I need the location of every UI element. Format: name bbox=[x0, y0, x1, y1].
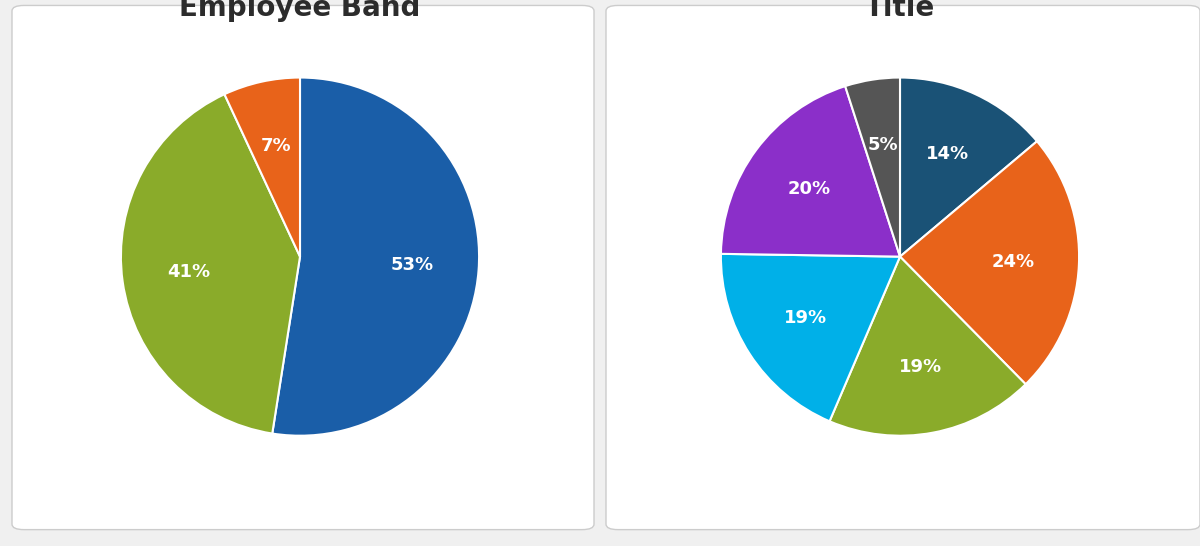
Text: 41%: 41% bbox=[167, 263, 210, 281]
Wedge shape bbox=[721, 254, 900, 422]
Text: 14%: 14% bbox=[926, 145, 970, 163]
Title: Title: Title bbox=[865, 0, 935, 22]
Text: 20%: 20% bbox=[787, 181, 830, 198]
Wedge shape bbox=[829, 257, 1026, 436]
Text: 24%: 24% bbox=[991, 253, 1034, 271]
Wedge shape bbox=[721, 86, 900, 257]
Text: 19%: 19% bbox=[899, 359, 942, 377]
Text: 7%: 7% bbox=[260, 138, 290, 156]
Wedge shape bbox=[900, 78, 1037, 257]
Wedge shape bbox=[272, 78, 479, 436]
Text: 53%: 53% bbox=[391, 257, 434, 275]
Text: 5%: 5% bbox=[868, 136, 898, 154]
Wedge shape bbox=[900, 141, 1079, 384]
Text: 19%: 19% bbox=[784, 309, 827, 327]
Title: Employee Band: Employee Band bbox=[179, 0, 421, 22]
Wedge shape bbox=[121, 94, 300, 434]
Wedge shape bbox=[224, 78, 300, 257]
Wedge shape bbox=[845, 78, 900, 257]
